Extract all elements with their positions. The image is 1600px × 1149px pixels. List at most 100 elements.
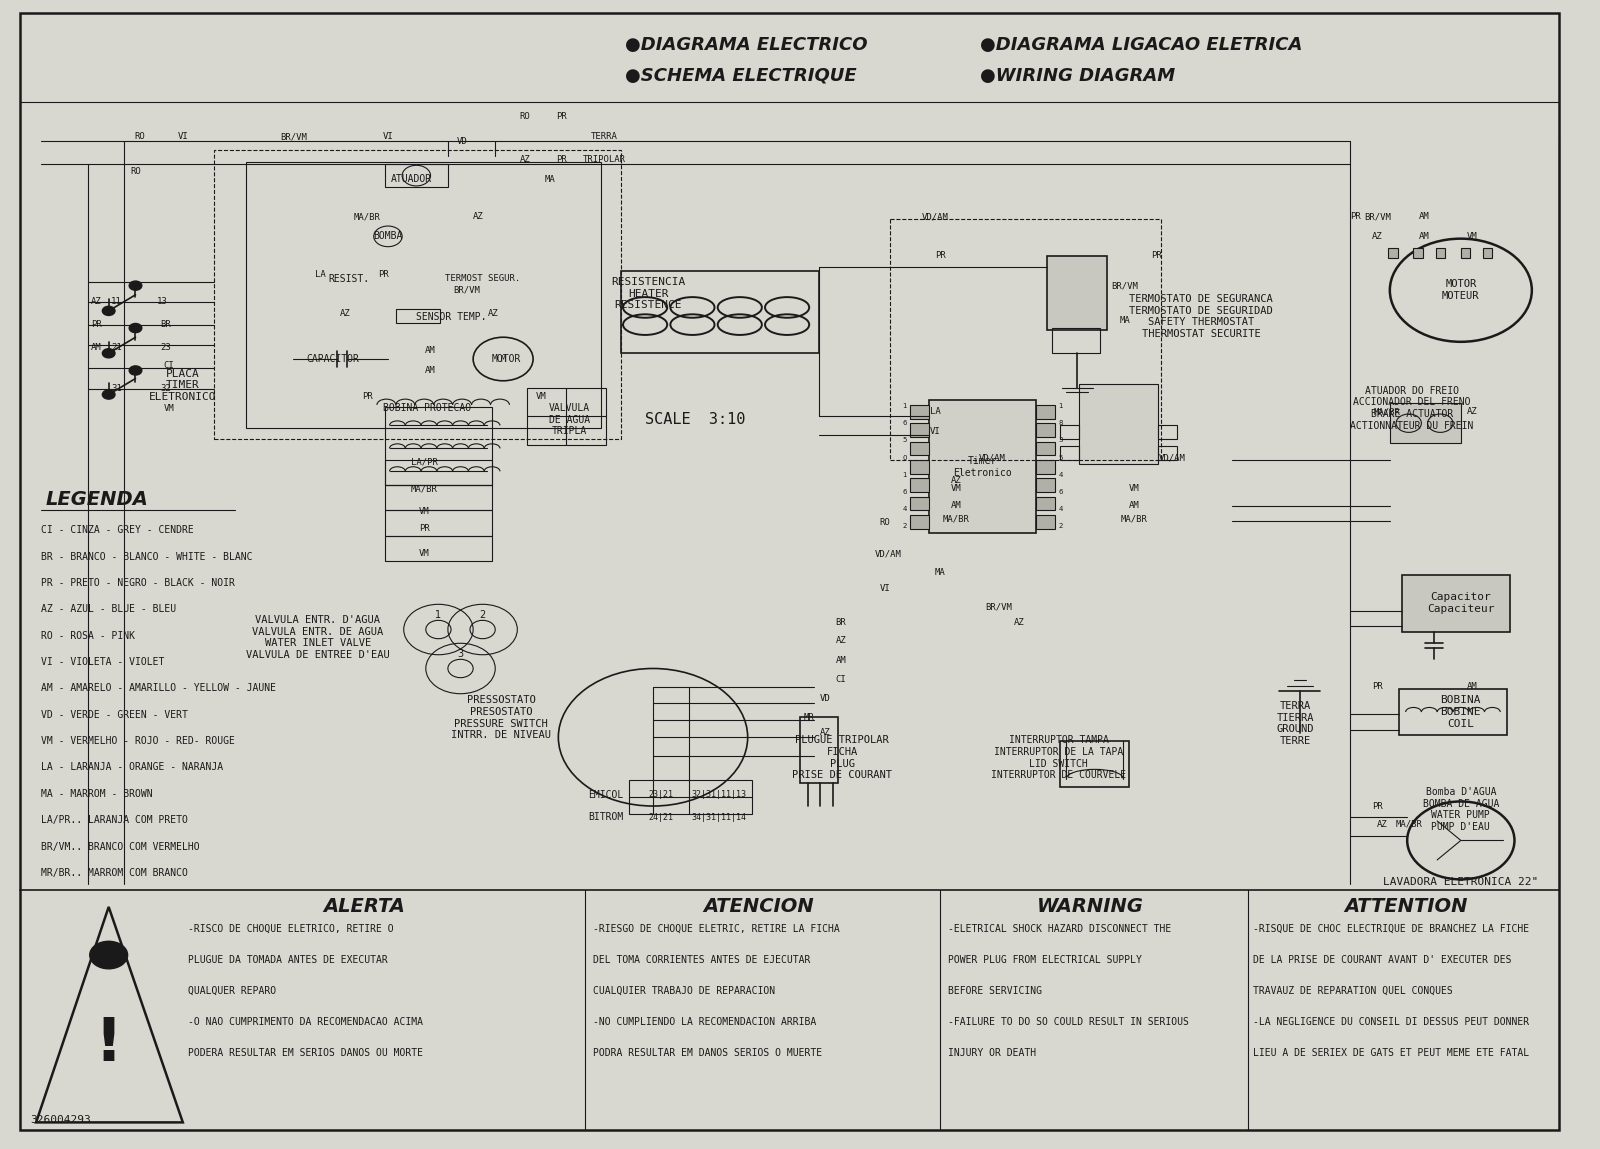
Text: 13: 13 <box>157 298 168 306</box>
Bar <box>1037 478 1056 492</box>
Circle shape <box>90 941 128 969</box>
Text: VD: VD <box>456 137 467 146</box>
Text: -RISQUE DE CHOC ELECTRIQUE DE BRANCHEZ LA FICHE: -RISQUE DE CHOC ELECTRIQUE DE BRANCHEZ L… <box>1253 924 1528 934</box>
Bar <box>930 400 1037 533</box>
Text: MOTOR: MOTOR <box>491 354 522 364</box>
Text: ALERTA: ALERTA <box>323 897 405 917</box>
Text: EMICOL: EMICOL <box>589 789 624 800</box>
Text: AZ: AZ <box>1467 407 1477 416</box>
Text: LA/PR: LA/PR <box>411 457 438 466</box>
Text: PR: PR <box>1150 252 1162 261</box>
Text: CUALQUIER TRABAJO DE REPARACION: CUALQUIER TRABAJO DE REPARACION <box>594 986 774 996</box>
Bar <box>1037 515 1056 529</box>
Text: VI: VI <box>930 426 941 435</box>
Text: PR: PR <box>557 111 566 121</box>
Text: VD/AM: VD/AM <box>1158 453 1186 462</box>
Text: ●SCHEMA ELECTRIQUE: ●SCHEMA ELECTRIQUE <box>624 67 856 85</box>
Text: -RIESGO DE CHOQUE ELETRIC, RETIRE LA FICHA: -RIESGO DE CHOQUE ELETRIC, RETIRE LA FIC… <box>594 924 840 934</box>
Text: VM: VM <box>419 507 430 516</box>
Bar <box>910 404 930 418</box>
Bar <box>910 460 930 473</box>
Text: VM - VERMELHO - ROJO - RED- ROUGE: VM - VERMELHO - ROJO - RED- ROUGE <box>42 737 235 746</box>
Bar <box>384 460 493 485</box>
Text: INJURY OR DEATH: INJURY OR DEATH <box>949 1048 1037 1058</box>
Text: MA/BR: MA/BR <box>942 515 970 524</box>
Text: 31: 31 <box>110 384 122 393</box>
Text: PR: PR <box>1371 802 1382 810</box>
Text: 1: 1 <box>902 472 907 478</box>
Text: AM: AM <box>1467 683 1477 692</box>
Text: ATUADOR: ATUADOR <box>390 173 432 184</box>
Text: AM: AM <box>835 656 846 665</box>
Text: VM: VM <box>950 484 962 493</box>
Text: 3: 3 <box>458 648 464 658</box>
Text: LA: LA <box>930 407 941 416</box>
Text: VALVULA
DE AGUA
TRIPLA: VALVULA DE AGUA TRIPLA <box>549 403 590 437</box>
Bar <box>1435 248 1445 259</box>
Text: 32: 32 <box>160 384 171 393</box>
Text: -LA NEGLIGENCE DU CONSEIL DI DESSUS PEUT DONNER: -LA NEGLIGENCE DU CONSEIL DI DESSUS PEUT… <box>1253 1017 1528 1027</box>
Text: AZ: AZ <box>1376 820 1387 828</box>
Text: LA/PR.. LARANJA COM PRETO: LA/PR.. LARANJA COM PRETO <box>42 815 187 825</box>
Text: BOBINA PROTECAO: BOBINA PROTECAO <box>384 403 472 414</box>
Text: MA: MA <box>546 175 555 184</box>
Bar <box>1037 496 1056 510</box>
Circle shape <box>102 307 115 316</box>
Text: 5: 5 <box>1059 455 1062 461</box>
Text: 0: 0 <box>902 455 907 461</box>
Text: VD/AM: VD/AM <box>922 213 949 222</box>
Text: MA/BR: MA/BR <box>411 484 438 493</box>
Text: ATUADOR DO FREIO
ACCIONADOR DEL FRENO
BRAKE ACTUATOR
ACTIONNATEUR DU FREIN: ATUADOR DO FREIO ACCIONADOR DEL FRENO BR… <box>1350 386 1474 431</box>
Text: M: M <box>501 355 506 363</box>
Text: PR: PR <box>1371 683 1382 692</box>
Bar <box>384 535 493 561</box>
Text: 11: 11 <box>110 298 122 306</box>
Text: BR: BR <box>160 321 171 329</box>
Text: VALVULA ENTR. D'AGUA
VALVULA ENTR. DE AGUA
WATER INLET VALVE
VALVULA DE ENTREE D: VALVULA ENTR. D'AGUA VALVULA ENTR. DE AG… <box>246 615 390 660</box>
Bar <box>1461 248 1470 259</box>
Text: BR/VM: BR/VM <box>986 602 1011 611</box>
Text: RO - ROSA - PINK: RO - ROSA - PINK <box>42 631 134 641</box>
Text: 32|31|11|13: 32|31|11|13 <box>691 791 747 799</box>
Text: VI: VI <box>880 584 890 593</box>
Text: BOMBA: BOMBA <box>373 231 403 241</box>
Text: MA/BR: MA/BR <box>1120 515 1147 524</box>
Text: Capacitor
Capaciteur: Capacitor Capaciteur <box>1427 593 1494 614</box>
Text: AM: AM <box>1419 232 1430 241</box>
Text: MA: MA <box>1120 316 1130 324</box>
Bar <box>1061 446 1078 460</box>
Text: PR: PR <box>362 392 373 401</box>
Text: BR/VM.. BRANCO COM VERMELHO: BR/VM.. BRANCO COM VERMELHO <box>42 841 200 851</box>
Text: PRESSOSTATO
PRESOSTATO
PRESSURE SWITCH
INTRR. DE NIVEAU: PRESSOSTATO PRESOSTATO PRESSURE SWITCH I… <box>451 695 550 740</box>
Bar <box>384 407 493 485</box>
Text: AM: AM <box>950 501 962 510</box>
Bar <box>1403 574 1510 632</box>
Text: PODRA RESULTAR EM DANOS SERIOS O MUERTE: PODRA RESULTAR EM DANOS SERIOS O MUERTE <box>594 1048 822 1058</box>
Text: 23: 23 <box>160 344 171 352</box>
Text: TERRA: TERRA <box>590 132 618 141</box>
Text: 2: 2 <box>480 610 486 619</box>
Text: POWER PLUG FROM ELECTRICAL SUPPLY: POWER PLUG FROM ELECTRICAL SUPPLY <box>949 955 1142 965</box>
Text: VD/AM: VD/AM <box>875 549 901 558</box>
Bar <box>214 151 621 439</box>
Bar <box>1390 402 1461 442</box>
Text: ●DIAGRAMA ELECTRICO: ●DIAGRAMA ELECTRICO <box>624 36 867 54</box>
Text: SENSOR TEMP.: SENSOR TEMP. <box>416 311 486 322</box>
Bar <box>1037 441 1056 455</box>
Text: 326004293: 326004293 <box>30 1115 91 1125</box>
Text: AM: AM <box>1419 213 1430 222</box>
Text: WARNING: WARNING <box>1037 897 1144 917</box>
Text: RO: RO <box>880 518 890 527</box>
Bar <box>910 441 930 455</box>
Text: MA/BR: MA/BR <box>1395 820 1422 828</box>
Text: 24|21: 24|21 <box>648 813 674 822</box>
Bar <box>1413 248 1422 259</box>
Text: MR/BR.. MARROM COM BRANCO: MR/BR.. MARROM COM BRANCO <box>42 867 187 878</box>
Bar <box>1158 446 1178 460</box>
Text: VI: VI <box>178 132 189 141</box>
Bar <box>910 478 930 492</box>
Text: AZ: AZ <box>835 637 846 646</box>
Text: TERMOST SEGUR.: TERMOST SEGUR. <box>445 275 520 284</box>
Bar <box>800 717 838 784</box>
Bar <box>1158 425 1178 439</box>
